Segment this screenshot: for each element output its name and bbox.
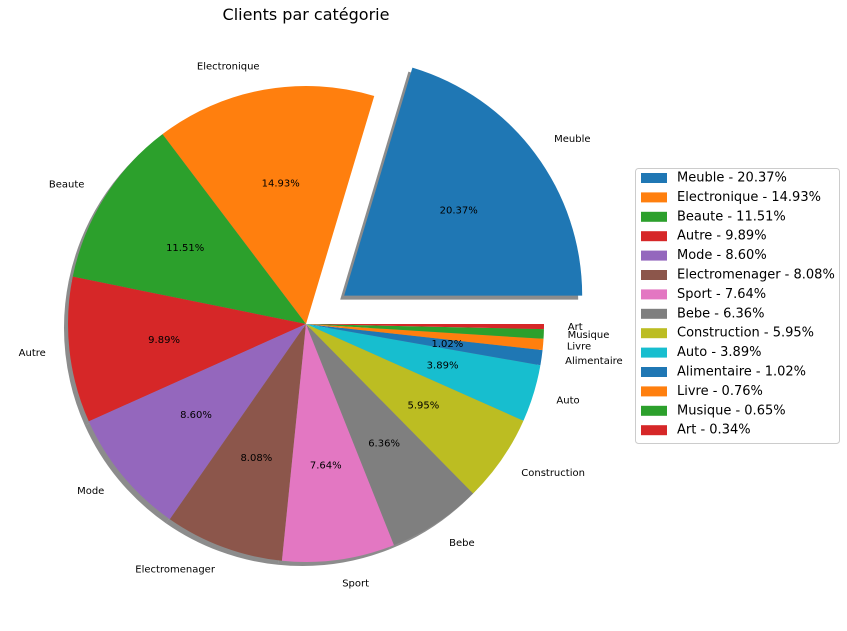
slice-label-beaute: Beaute [49, 180, 85, 191]
legend-label-electronique: Electronique - 14.93% [677, 190, 821, 205]
legend-label-mode: Mode - 8.60% [677, 248, 767, 263]
slice-label-auto: Auto [556, 395, 579, 406]
legend-label-sport: Sport - 7.64% [677, 287, 766, 302]
slice-alimentaire [306, 324, 543, 366]
slice-auto [306, 324, 541, 421]
legend-swatch-sport [641, 289, 667, 300]
legend-swatch-mode [641, 250, 667, 261]
legend-label-electromenager: Electromenager - 8.08% [677, 268, 835, 283]
chart-title: Clients par catégorie [223, 5, 390, 24]
legend-label-beaute: Beaute - 11.51% [677, 209, 786, 224]
slice-pct-bebe: 6.36% [368, 439, 400, 450]
slice-pct-alimentaire: 1.02% [431, 339, 463, 350]
slice-autre [68, 276, 306, 422]
slice-pct-auto: 3.89% [427, 361, 459, 372]
slice-pct-electronique: 14.93% [262, 178, 300, 189]
slice-label-electromenager: Electromenager [135, 564, 216, 575]
legend-swatch-construction [641, 328, 667, 339]
pie-labels: Meuble 20.37% Electronique 14.93% Beaute 11.5… [19, 61, 623, 589]
legend-swatch-musique [641, 405, 667, 416]
legend-swatch-beaute [641, 211, 667, 222]
legend-swatch-art [641, 425, 667, 436]
legend-swatch-livre [641, 386, 667, 397]
legend: Meuble - 20.37% Electronique - 14.93% Beau… [635, 168, 840, 444]
legend-swatch-meuble [641, 173, 667, 183]
slice-bebe [306, 324, 474, 546]
legend-label-meuble: Meuble - 20.37% [677, 171, 787, 186]
slice-construction [306, 324, 524, 494]
slice-label-electronique: Electronique [197, 61, 260, 72]
slice-label-autre: Autre [19, 348, 46, 359]
slice-pct-sport: 7.64% [310, 460, 342, 471]
slice-electronique [162, 86, 375, 324]
slice-art [306, 324, 544, 330]
slice-label-sport: Sport [342, 578, 369, 589]
slice-label-bebe: Bebe [449, 538, 475, 549]
legend-label-autre: Autre - 9.89% [677, 229, 767, 244]
slice-mode [88, 324, 306, 520]
legend-label-art: Art - 0.34% [677, 423, 751, 438]
slice-pct-meuble: 20.37% [440, 205, 478, 216]
legend-swatch-auto [641, 347, 667, 358]
slice-meuble [344, 67, 583, 296]
slice-pct-electromenager: 8.08% [240, 453, 272, 464]
pie-wedges [68, 67, 583, 562]
slice-sport [281, 324, 395, 562]
legend-swatch-autre [641, 231, 667, 242]
legend-label-bebe: Bebe - 6.36% [677, 306, 764, 321]
slice-label-mode: Mode [77, 486, 104, 497]
slice-livre [306, 324, 544, 351]
legend-swatch-electronique [641, 192, 667, 203]
legend-label-auto: Auto - 3.89% [677, 345, 761, 360]
slice-label-art: Art [568, 322, 583, 333]
legend-label-livre: Livre - 0.76% [677, 384, 763, 399]
legend-frame [635, 168, 840, 444]
slice-label-construction: Construction [521, 468, 585, 479]
legend-swatch-electromenager [641, 270, 667, 280]
legend-swatch-alimentaire [641, 367, 667, 377]
slice-pct-beaute: 11.51% [166, 243, 204, 254]
slice-pct-construction: 5.95% [408, 400, 440, 411]
legend-label-construction: Construction - 5.95% [677, 326, 814, 341]
legend-label-alimentaire: Alimentaire - 1.02% [677, 365, 806, 380]
slice-label-livre: Livre [567, 342, 591, 353]
legend-swatch-bebe [641, 308, 667, 319]
slice-beaute [72, 134, 306, 324]
slice-pct-autre: 9.89% [148, 335, 180, 346]
slice-label-meuble: Meuble [554, 134, 590, 145]
legend-label-musique: Musique - 0.65% [677, 403, 786, 418]
slice-label-musique: Musique [568, 330, 610, 341]
slice-label-alimentaire: Alimentaire [565, 356, 623, 367]
slice-pct-mode: 8.60% [180, 410, 212, 421]
slice-musique [306, 324, 544, 339]
slice-electromenager [169, 324, 306, 561]
